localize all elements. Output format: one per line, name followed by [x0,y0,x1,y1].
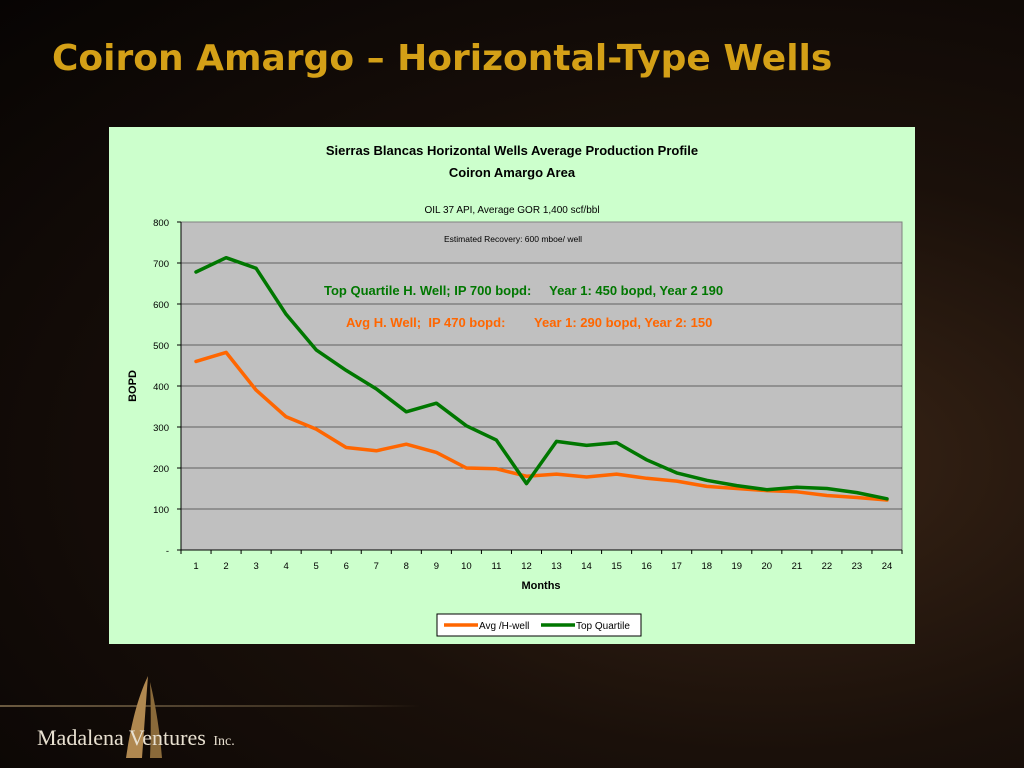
chart-panel: Sierras Blancas Horizontal Wells Average… [109,127,915,644]
x-tick-label: 23 [852,561,863,572]
annotation-avg: Avg H. Well; IP 470 bopd: Year 1: 290 bo… [346,315,712,330]
company-name: Madalena Ventures Inc. [37,725,235,751]
gridlines [181,262,902,510]
y-tick-label: 400 [153,382,169,393]
y-tick-label: 500 [153,341,169,352]
x-tick-label: 10 [461,561,472,572]
x-tick-label: 16 [641,561,652,572]
x-tick-label: 20 [762,561,773,572]
y-axis-label: BOPD [127,370,139,402]
y-tick-label: 100 [153,505,169,516]
y-tick-label: 800 [153,218,169,229]
x-tick-label: 7 [374,561,379,572]
legend-label-avg: Avg /H-well [479,621,529,632]
chart-note-oil: OIL 37 API, Average GOR 1,400 scf/bbl [424,205,599,216]
legend-box [436,613,642,637]
x-tick-label: 21 [792,561,803,572]
chart-subtitle: Coiron Amargo Area [449,165,576,180]
x-axis-label: Months [521,580,560,592]
x-tick-label: 15 [611,561,622,572]
x-tick-label: 11 [492,561,502,572]
legend-label-top: Top Quartile [576,621,630,632]
y-tick-label: - [166,546,169,557]
x-tick-label: 6 [344,561,349,572]
y-tick-label: 300 [153,423,169,434]
legend: Avg /H-well Top Quartile [436,613,642,637]
y-tick-label: 700 [153,259,169,270]
x-tick-label: 9 [434,561,439,572]
company-suffix: Inc. [213,734,235,749]
footer-divider [0,705,420,707]
x-tick-label: 19 [731,561,742,572]
chart-title: Sierras Blancas Horizontal Wells Average… [326,143,698,158]
slide-title: Coiron Amargo – Horizontal-Type Wells [52,38,833,79]
x-tick-label: 2 [223,561,228,572]
annotation-top-quartile: Top Quartile H. Well; IP 700 bopd: Year … [324,283,723,298]
y-tick-label: 200 [153,464,169,475]
series-line-top-quartile [194,255,889,501]
chart-note-recovery: Estimated Recovery: 600 mboe/ well [444,234,582,244]
x-tick-label: 4 [283,561,288,572]
x-tick-label: 1 [193,561,198,572]
x-tick-label: 13 [551,561,562,572]
production-chart: Sierras Blancas Horizontal Wells Average… [127,143,903,637]
y-tick-label: 600 [153,300,169,311]
x-tick-label: 24 [882,561,893,572]
x-tick-label: 8 [404,561,409,572]
x-tick-label: 18 [701,561,712,572]
x-tick-label: 14 [581,561,592,572]
x-tick-label: 5 [314,561,319,572]
x-tick-label: 22 [822,561,833,572]
company-name-text: Madalena Ventures [37,725,206,750]
x-tick-label: 12 [521,561,532,572]
x-tick-label: 17 [671,561,682,572]
series-lines [194,255,889,502]
x-tick-label: 3 [253,561,258,572]
sail-logo-icon [126,676,162,758]
